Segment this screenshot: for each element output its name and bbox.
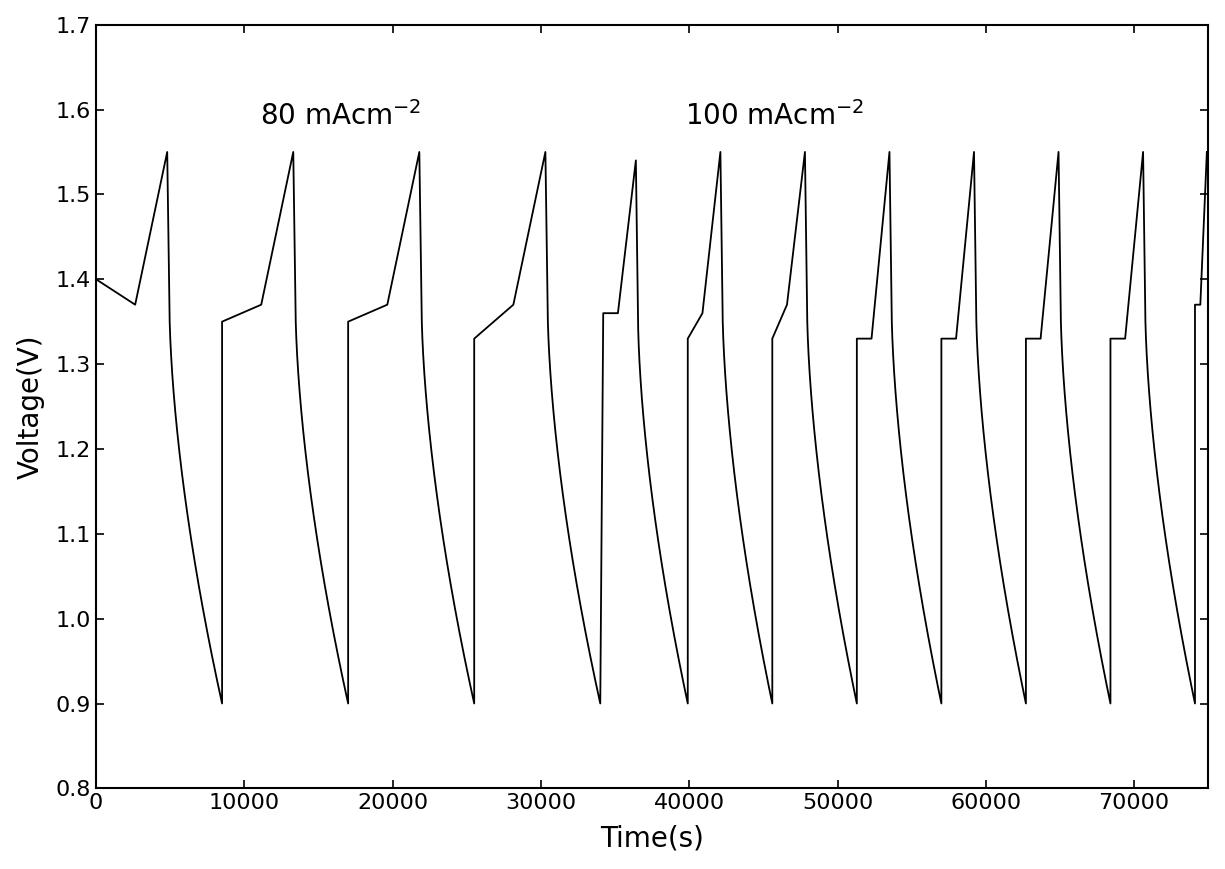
- Text: 100 mAcm$^{-2}$: 100 mAcm$^{-2}$: [685, 102, 864, 131]
- X-axis label: Time(s): Time(s): [600, 825, 704, 852]
- Text: 80 mAcm$^{-2}$: 80 mAcm$^{-2}$: [260, 102, 421, 131]
- Y-axis label: Voltage(V): Voltage(V): [17, 335, 44, 479]
